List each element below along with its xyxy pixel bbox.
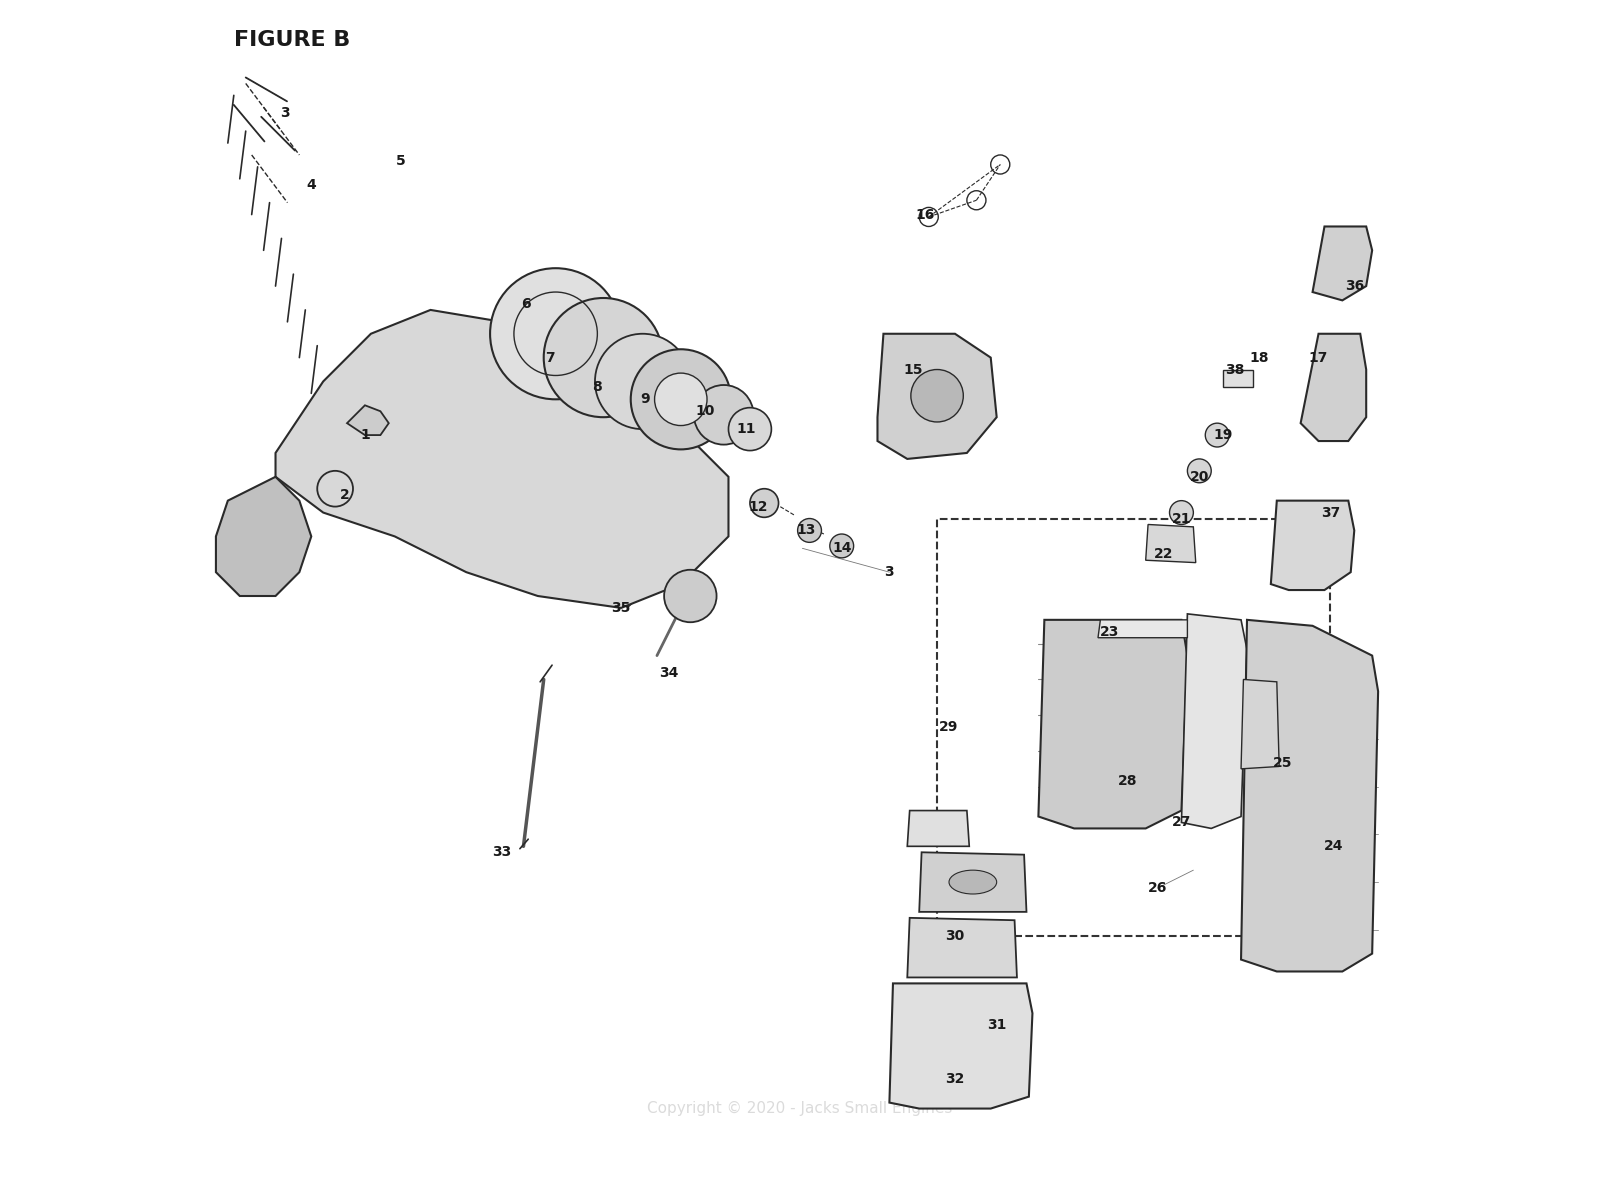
- Circle shape: [750, 489, 779, 517]
- Text: 21: 21: [1171, 511, 1190, 526]
- Text: 11: 11: [736, 422, 757, 436]
- Text: 33: 33: [493, 845, 512, 859]
- Circle shape: [830, 534, 854, 558]
- Text: 27: 27: [1171, 815, 1190, 830]
- Circle shape: [544, 298, 662, 417]
- Polygon shape: [877, 334, 997, 459]
- Bar: [938, 519, 1331, 936]
- Polygon shape: [216, 477, 312, 596]
- Circle shape: [664, 570, 717, 622]
- Circle shape: [595, 334, 690, 429]
- Polygon shape: [918, 852, 1027, 912]
- Polygon shape: [275, 310, 728, 608]
- Text: 36: 36: [1344, 279, 1363, 293]
- Circle shape: [1187, 459, 1211, 483]
- Text: 4: 4: [307, 178, 317, 192]
- Polygon shape: [1301, 334, 1366, 441]
- Text: 10: 10: [694, 404, 714, 418]
- Circle shape: [1205, 423, 1229, 447]
- Text: 6: 6: [522, 297, 531, 311]
- Polygon shape: [1181, 614, 1246, 828]
- Text: 13: 13: [797, 523, 816, 538]
- Text: 37: 37: [1322, 505, 1341, 520]
- Text: 17: 17: [1309, 350, 1328, 365]
- Ellipse shape: [949, 870, 997, 894]
- Circle shape: [654, 373, 707, 426]
- Text: 26: 26: [1147, 881, 1168, 895]
- Text: 19: 19: [1213, 428, 1234, 442]
- Text: 35: 35: [611, 601, 630, 615]
- Text: 22: 22: [1154, 547, 1173, 561]
- Text: 18: 18: [1250, 350, 1269, 365]
- Text: 14: 14: [832, 541, 851, 555]
- Text: 12: 12: [749, 499, 768, 514]
- Text: 3: 3: [885, 565, 894, 579]
- Text: 20: 20: [1190, 470, 1210, 484]
- Circle shape: [728, 408, 771, 451]
- Text: 30: 30: [946, 929, 965, 943]
- Circle shape: [798, 519, 821, 542]
- Text: 29: 29: [939, 720, 958, 734]
- Text: 15: 15: [904, 362, 923, 377]
- Text: 32: 32: [946, 1072, 965, 1086]
- Text: FIGURE B: FIGURE B: [234, 30, 350, 50]
- Polygon shape: [1098, 620, 1187, 638]
- Circle shape: [694, 385, 754, 445]
- Bar: [1222, 370, 1253, 387]
- Text: 7: 7: [546, 350, 555, 365]
- Text: 1: 1: [360, 428, 370, 442]
- Polygon shape: [1146, 524, 1195, 563]
- Text: 23: 23: [1101, 625, 1120, 639]
- Text: 8: 8: [592, 380, 602, 395]
- Text: 9: 9: [640, 392, 650, 406]
- Circle shape: [630, 349, 731, 449]
- Text: Copyright © 2020 - Jacks Small Engines: Copyright © 2020 - Jacks Small Engines: [648, 1101, 952, 1116]
- Text: 16: 16: [915, 207, 934, 222]
- Polygon shape: [1242, 679, 1278, 769]
- Text: 5: 5: [395, 154, 405, 168]
- Polygon shape: [1312, 226, 1373, 300]
- Text: 31: 31: [987, 1018, 1006, 1032]
- Circle shape: [1170, 501, 1194, 524]
- Text: 38: 38: [1226, 362, 1245, 377]
- Text: 25: 25: [1274, 756, 1293, 770]
- Circle shape: [490, 268, 621, 399]
- Polygon shape: [907, 811, 970, 846]
- Polygon shape: [1038, 620, 1187, 828]
- Polygon shape: [890, 983, 1032, 1109]
- Circle shape: [910, 370, 963, 422]
- Text: 3: 3: [280, 106, 290, 120]
- Text: 34: 34: [659, 666, 678, 681]
- Text: 24: 24: [1325, 839, 1344, 853]
- Polygon shape: [347, 405, 389, 435]
- Text: 2: 2: [339, 488, 349, 502]
- Polygon shape: [1242, 620, 1378, 971]
- Polygon shape: [1270, 501, 1354, 590]
- Polygon shape: [907, 918, 1018, 977]
- Text: 28: 28: [1118, 774, 1138, 788]
